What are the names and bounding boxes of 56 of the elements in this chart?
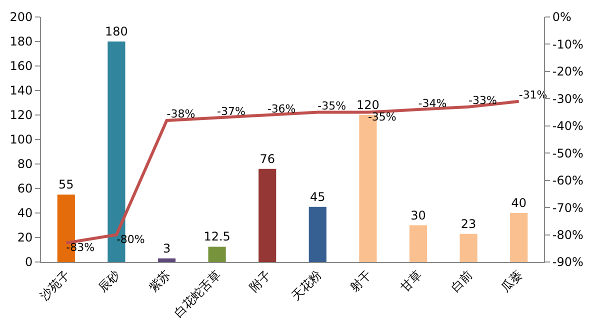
y2-tick-label: -90% bbox=[552, 255, 584, 270]
bar bbox=[510, 213, 528, 262]
y-tick-label: 80 bbox=[17, 157, 33, 172]
data-label: -38% bbox=[166, 108, 196, 121]
y-tick-label: 200 bbox=[10, 10, 33, 24]
y-tick-label: 100 bbox=[10, 132, 33, 147]
data-label: -31% bbox=[518, 88, 548, 102]
y-tick-label: 0 bbox=[24, 255, 33, 270]
x-tick-label: 白前 bbox=[448, 268, 475, 295]
y-tick-label: 20 bbox=[17, 230, 33, 245]
y-tick-label: 120 bbox=[10, 108, 33, 122]
y-tick-label: 180 bbox=[10, 34, 33, 49]
bar bbox=[208, 246, 226, 262]
x-tick-label: 沙苑子 bbox=[37, 268, 73, 304]
data-label: 12.5 bbox=[204, 230, 230, 244]
data-label: -35% bbox=[368, 110, 396, 124]
y-tick-label: 160 bbox=[10, 59, 33, 74]
data-label: 3 bbox=[162, 241, 171, 256]
data-label: 76 bbox=[260, 152, 275, 166]
data-label: -36% bbox=[267, 102, 296, 116]
y-tick-label: 40 bbox=[17, 206, 33, 220]
data-label: 180 bbox=[104, 24, 128, 38]
y2-tick-label: -40% bbox=[552, 119, 584, 134]
bar bbox=[409, 225, 428, 262]
x-tick-label: 甘草 bbox=[398, 268, 425, 295]
x-tick-label: 瓜蒌 bbox=[498, 268, 526, 295]
data-label: 40 bbox=[511, 196, 526, 210]
x-tick-label: 白花蛇舌草 bbox=[171, 268, 224, 320]
data-label: 55 bbox=[58, 178, 74, 192]
y2-tick-label: -30% bbox=[552, 92, 584, 106]
y2-tick-label: -50% bbox=[552, 146, 584, 160]
data-label: 120 bbox=[356, 98, 380, 112]
x-tick-label: 辰砂 bbox=[96, 268, 123, 295]
data-label: -37% bbox=[217, 104, 246, 118]
x-tick-label: 射干 bbox=[347, 268, 374, 295]
bar bbox=[158, 258, 176, 262]
y-tick-label: 140 bbox=[10, 84, 33, 98]
x-tick-label: 紫苏 bbox=[146, 268, 174, 295]
data-label: 45 bbox=[310, 190, 326, 204]
bar bbox=[460, 234, 478, 262]
data-label: 30 bbox=[410, 208, 426, 222]
data-label: -35% bbox=[318, 100, 346, 113]
data-label: 23 bbox=[460, 216, 476, 231]
bar bbox=[308, 206, 326, 262]
x-tick-label: 天花粉 bbox=[288, 268, 324, 304]
y-tick-label: 60 bbox=[17, 182, 33, 196]
y2-tick-label: -70% bbox=[552, 200, 584, 215]
y2-tick-label: 0% bbox=[552, 10, 572, 24]
y2-tick-label: -60% bbox=[552, 174, 584, 188]
bar bbox=[258, 168, 276, 262]
y2-tick-label: -20% bbox=[552, 64, 584, 79]
data-label: -33% bbox=[468, 94, 497, 108]
data-label: -34% bbox=[418, 96, 447, 110]
x-tick-label: 附子 bbox=[246, 268, 274, 295]
y2-tick-label: -80% bbox=[552, 228, 584, 242]
y2-tick-label: -10% bbox=[552, 37, 584, 52]
